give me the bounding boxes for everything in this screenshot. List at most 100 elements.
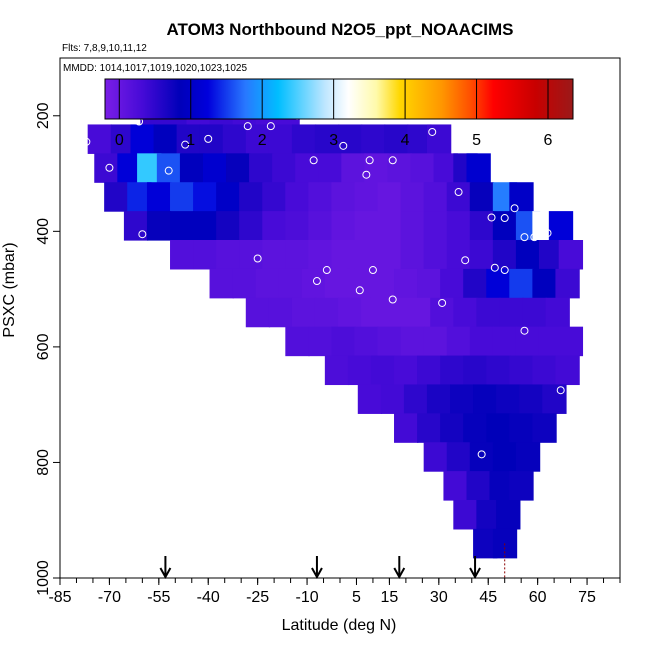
heatmap-cell (87, 124, 112, 154)
y-axis: 200 400 600 800 1000 (35, 102, 60, 596)
heatmap-cell (285, 211, 310, 241)
x-tick-label: -25 (246, 589, 269, 606)
arrow-head (469, 567, 481, 580)
heatmap-cell (558, 240, 584, 270)
heatmap-cell (338, 297, 363, 328)
observation-marker (487, 213, 496, 222)
observation-marker (362, 170, 371, 179)
heatmap-cell (331, 240, 356, 270)
heatmap-cell (324, 268, 350, 299)
flights-label: Flts: 7,8,9,10,11,12 (62, 43, 147, 54)
observation-marker (181, 140, 190, 149)
heatmap-cell (469, 211, 495, 241)
heatmap-cell (314, 297, 340, 328)
heatmap-cell (469, 240, 495, 270)
heatmap-cell (295, 153, 320, 183)
x-tick-label: 30 (430, 589, 448, 606)
observation-marker (204, 134, 213, 143)
y-tick-label: 200 (35, 102, 52, 129)
heatmap-cell (509, 182, 534, 212)
observation-marker (388, 295, 397, 304)
observation-marker (355, 286, 364, 295)
heatmap-cell (308, 182, 333, 212)
heatmap-cell (377, 326, 402, 357)
observation-marker (253, 254, 262, 263)
observation-marker (454, 188, 463, 197)
heatmap-cell (403, 384, 429, 414)
heatmap-cell (232, 268, 257, 299)
heatmap-cell (469, 326, 495, 357)
heatmap-cell (268, 297, 294, 328)
heatmap-cell (146, 182, 172, 212)
heatmap-cell (394, 268, 419, 299)
heatmap-cell (440, 268, 465, 299)
heatmap-cell (278, 268, 304, 299)
heatmap-cell (446, 211, 472, 241)
observation-marker (138, 230, 147, 239)
heatmap-cell (331, 326, 356, 357)
heatmap-cell (262, 211, 287, 241)
heatmap-cell (423, 211, 448, 241)
heatmap-cell (486, 355, 511, 386)
heatmap-cell (496, 384, 521, 414)
heatmap-cell (170, 182, 195, 212)
observation-marker (368, 266, 377, 275)
observation-marker (461, 256, 470, 265)
heatmap-cell (463, 355, 488, 386)
heatmap-cell (331, 211, 356, 241)
heatmap-cell (463, 413, 488, 443)
heatmap-cell (400, 240, 425, 270)
heatmap-cell (380, 384, 406, 414)
heatmap-cell (440, 413, 465, 443)
y-tick-label: 400 (35, 218, 52, 245)
observation-marker (339, 141, 348, 150)
heatmap-cell (104, 182, 129, 212)
heatmap-cell (308, 326, 333, 357)
x-tick-label: 15 (381, 589, 399, 606)
heatmap-cell (426, 124, 452, 154)
x-tick-label: 75 (578, 589, 596, 606)
observation-marker (365, 156, 374, 165)
heatmap-cell (249, 153, 274, 183)
latitude-arrows (159, 556, 481, 580)
heatmap-cell (347, 355, 373, 386)
heatmap-cell (291, 124, 317, 154)
y-tick-label: 800 (35, 449, 52, 476)
x-tick-label: -70 (98, 589, 121, 606)
heatmap-cell (446, 240, 472, 270)
heatmap-cell (558, 326, 584, 357)
observation-marker (510, 204, 519, 213)
heatmap-cell (509, 355, 534, 386)
heatmap-cell (331, 182, 356, 212)
observation-marker (520, 233, 529, 242)
colorbar-tick-label: 2 (258, 132, 267, 149)
heatmap-cell (515, 240, 541, 270)
heatmap-cell (318, 153, 343, 183)
heatmap-cell (239, 240, 264, 270)
heatmap-cell (555, 355, 580, 386)
heatmap-cell (216, 182, 241, 212)
heatmap-cell (496, 500, 521, 530)
heatmap-cell (262, 240, 287, 270)
heatmap-cell (443, 471, 468, 501)
heatmap-cell (216, 240, 241, 270)
observation-marker (520, 326, 529, 335)
heatmap-cell (453, 297, 478, 328)
heatmap-cell (515, 442, 541, 472)
heatmap-cell (499, 297, 524, 328)
observation-marker (477, 450, 486, 459)
heatmap-cell (285, 240, 310, 270)
heatmap-cell (314, 124, 340, 154)
y-tick-label: 600 (35, 333, 52, 360)
heatmap-cell (400, 326, 425, 357)
heatmap-cell (123, 211, 149, 241)
observation-marker (312, 277, 321, 286)
heatmap-cell (153, 124, 178, 154)
plot-area: MMDD: 1014,1017,1019,1020,1023,1025 0 1 2 3… (59, 57, 621, 580)
heatmap-cell (469, 442, 495, 472)
heatmap-cell (446, 182, 472, 212)
heatmap-cell (156, 153, 182, 183)
heatmap-cell (285, 182, 310, 212)
heatmap-cell (410, 153, 435, 183)
y-tick-label: 1000 (35, 560, 52, 596)
